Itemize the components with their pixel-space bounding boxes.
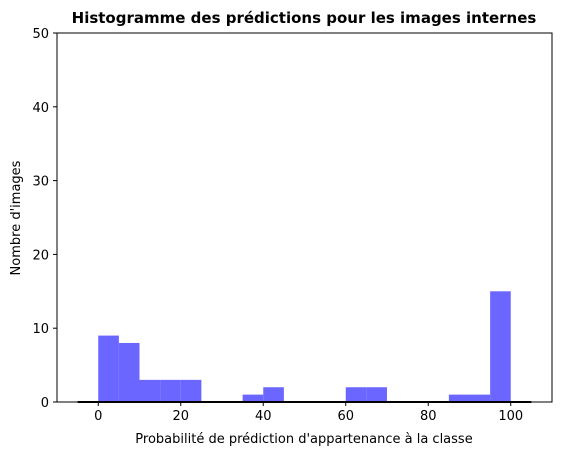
y-axis-ticks: 0 10 20 30 40 50 — [32, 27, 57, 411]
x-tick-label: 60 — [337, 409, 354, 424]
histogram-bar — [180, 379, 202, 402]
histogram-bar — [98, 335, 119, 402]
chart-title: Histogramme des prédictions pour les ima… — [72, 9, 537, 27]
plot-frame — [56, 32, 553, 403]
histogram-bar — [448, 394, 470, 402]
x-tick-label: 100 — [498, 409, 523, 424]
x-tick-label: 80 — [420, 409, 437, 424]
y-tick-label: 40 — [32, 101, 49, 116]
y-tick-label: 30 — [32, 175, 49, 190]
histogram-bar — [366, 387, 387, 402]
histogram-bar — [345, 387, 367, 402]
y-tick-label: 20 — [32, 248, 49, 263]
x-tick-label: 0 — [94, 409, 102, 424]
y-tick-label: 10 — [32, 322, 49, 337]
histogram-bar — [490, 291, 511, 402]
histogram-bar — [139, 379, 161, 402]
histogram-bar — [263, 387, 284, 402]
x-axis-label: Probabilité de prédiction d'appartenance… — [135, 432, 472, 447]
x-tick-label: 40 — [255, 409, 272, 424]
y-axis-label: Nombre d'images — [9, 160, 24, 275]
histogram-bar — [242, 394, 264, 402]
histogram-bar — [118, 342, 140, 402]
y-tick-label: 50 — [32, 27, 49, 42]
histogram-bar — [160, 379, 181, 402]
y-tick-label: 0 — [41, 396, 49, 411]
x-axis-ticks: 0 20 40 60 80 100 — [94, 402, 523, 424]
histogram-bars — [98, 291, 511, 402]
x-tick-label: 20 — [172, 409, 189, 424]
histogram-bar — [469, 394, 491, 402]
